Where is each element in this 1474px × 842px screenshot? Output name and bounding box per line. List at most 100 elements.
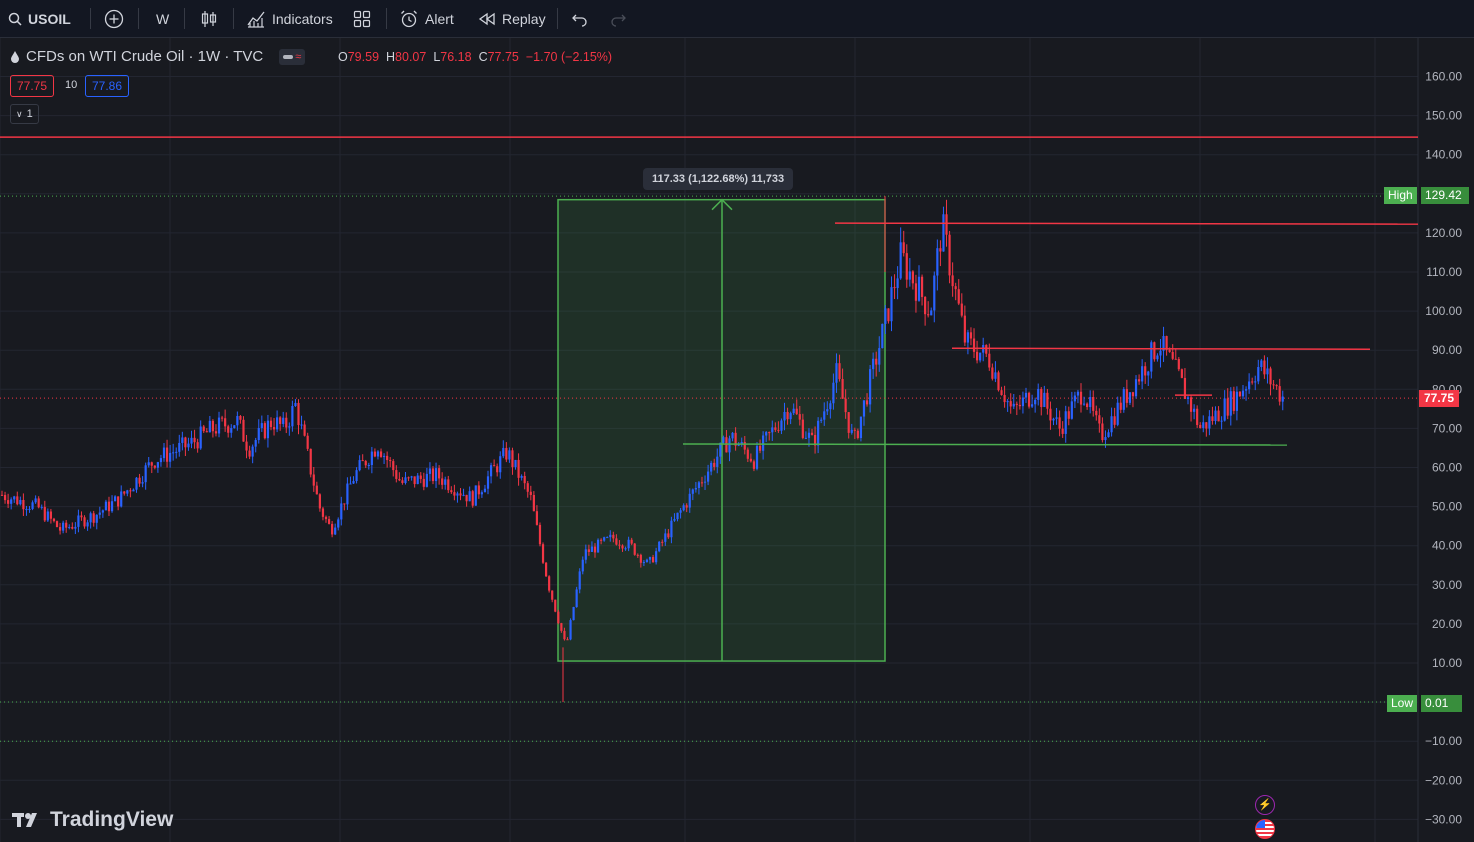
compare-symbol-button[interactable] bbox=[104, 0, 124, 37]
candle-down bbox=[951, 275, 954, 287]
redo-button[interactable] bbox=[609, 0, 627, 37]
candle-up bbox=[1241, 390, 1245, 397]
current-price-tag: 77.75 bbox=[1419, 390, 1460, 407]
candle-up bbox=[1266, 368, 1269, 375]
candle-down bbox=[331, 523, 334, 535]
candle-up bbox=[480, 492, 483, 495]
candle-up bbox=[878, 348, 881, 365]
candle-up bbox=[826, 409, 829, 412]
price-chart[interactable]: 160.00150.00140.00120.00110.00100.0090.0… bbox=[0, 38, 1474, 842]
candle-down bbox=[407, 477, 410, 479]
toolbar-divider bbox=[233, 8, 234, 29]
resistance-line[interactable] bbox=[951, 347, 1371, 350]
candle-down bbox=[529, 491, 532, 495]
candle-up bbox=[624, 548, 627, 550]
candle-up bbox=[502, 447, 505, 457]
candle-down bbox=[557, 611, 560, 624]
candle-up bbox=[765, 432, 768, 436]
candle-up bbox=[257, 428, 260, 441]
candle-up bbox=[682, 505, 685, 511]
candle-up bbox=[169, 452, 172, 462]
candle-down bbox=[303, 424, 306, 436]
candle-up bbox=[868, 369, 872, 405]
lightning-icon[interactable]: ⚡ bbox=[1255, 795, 1275, 815]
candle-down bbox=[1049, 408, 1052, 421]
us-flag-icon[interactable] bbox=[1255, 819, 1275, 839]
candle-up bbox=[468, 491, 471, 502]
candle-down bbox=[1272, 384, 1275, 386]
candle-up bbox=[132, 489, 135, 492]
price-axis-tick: 30.00 bbox=[1432, 578, 1462, 592]
candle-down bbox=[511, 450, 514, 468]
close-value: 77.75 bbox=[487, 50, 519, 64]
candle-up bbox=[1006, 401, 1009, 403]
candle-down bbox=[972, 338, 976, 352]
candle-up bbox=[642, 562, 646, 564]
candle-up bbox=[410, 476, 413, 478]
candle-down bbox=[153, 465, 156, 468]
candle-up bbox=[514, 459, 517, 468]
candle-up bbox=[881, 323, 884, 349]
candle-up bbox=[340, 503, 343, 520]
alert-label: Alert bbox=[425, 10, 454, 27]
candle-down bbox=[685, 505, 688, 508]
candle-up bbox=[584, 549, 587, 560]
candle-up bbox=[832, 382, 835, 404]
symbol-search[interactable]: USOIL bbox=[8, 0, 71, 37]
series-legend[interactable]: CFDs on WTI Crude Oil · 1W · TVC ≈ bbox=[10, 48, 306, 65]
candle-down bbox=[954, 286, 957, 290]
price-axis-tick: 10.00 bbox=[1432, 656, 1462, 670]
candle-up bbox=[156, 462, 159, 468]
candle-down bbox=[49, 511, 53, 519]
candle-down bbox=[43, 506, 46, 521]
candle-down bbox=[1205, 422, 1208, 429]
price-axis-tick: 100.00 bbox=[1425, 304, 1462, 318]
series-visibility-toggle[interactable]: ≈ bbox=[279, 48, 306, 65]
candle-down bbox=[272, 427, 276, 430]
candle-up bbox=[199, 426, 202, 449]
replay-button[interactable]: Replay bbox=[478, 0, 546, 37]
rewind-icon bbox=[478, 12, 495, 25]
chart-type-button[interactable] bbox=[199, 0, 219, 37]
candle-down bbox=[1171, 351, 1174, 359]
candle-down bbox=[71, 526, 74, 529]
layouts-button[interactable] bbox=[352, 0, 372, 37]
candle-down bbox=[593, 546, 597, 553]
interval-button[interactable]: W bbox=[156, 0, 169, 37]
candle-up bbox=[917, 276, 921, 301]
candle-down bbox=[184, 437, 187, 448]
candle-up bbox=[697, 482, 701, 488]
candle-down bbox=[1275, 385, 1278, 387]
wave-icon: ≈ bbox=[295, 50, 302, 63]
support-line[interactable] bbox=[682, 443, 1288, 446]
candle-up bbox=[1052, 418, 1055, 421]
candle-down bbox=[853, 429, 856, 431]
buy-price-button[interactable]: 77.86 bbox=[85, 75, 130, 97]
candle-down bbox=[957, 289, 960, 304]
undo-button[interactable] bbox=[571, 0, 589, 37]
tradingview-logo[interactable]: TradingView bbox=[12, 808, 173, 832]
candle-up bbox=[578, 571, 581, 590]
legend-collapse-button[interactable]: ∨ 1 bbox=[10, 104, 39, 124]
alert-button[interactable]: Alert bbox=[399, 0, 454, 37]
indicators-button[interactable]: Indicators bbox=[246, 0, 333, 37]
candle-up bbox=[444, 479, 447, 485]
candle-down bbox=[526, 483, 529, 492]
price-axis-tick: 160.00 bbox=[1425, 70, 1462, 84]
candle-up bbox=[86, 522, 89, 527]
candle-up bbox=[62, 522, 65, 531]
candle-down bbox=[1113, 416, 1116, 425]
candle-down bbox=[321, 508, 325, 517]
candle-up bbox=[233, 425, 236, 429]
candle-up bbox=[1031, 404, 1034, 407]
candle-down bbox=[902, 242, 905, 254]
candle-down bbox=[639, 554, 642, 563]
resistance-line[interactable] bbox=[834, 222, 1419, 225]
candle-down bbox=[389, 460, 392, 462]
candle-down bbox=[551, 590, 554, 600]
candle-up bbox=[28, 508, 31, 510]
tv-logo-icon bbox=[12, 813, 37, 827]
candle-up bbox=[688, 493, 691, 508]
sell-price-button[interactable]: 77.75 bbox=[10, 75, 55, 97]
candle-down bbox=[361, 460, 364, 462]
